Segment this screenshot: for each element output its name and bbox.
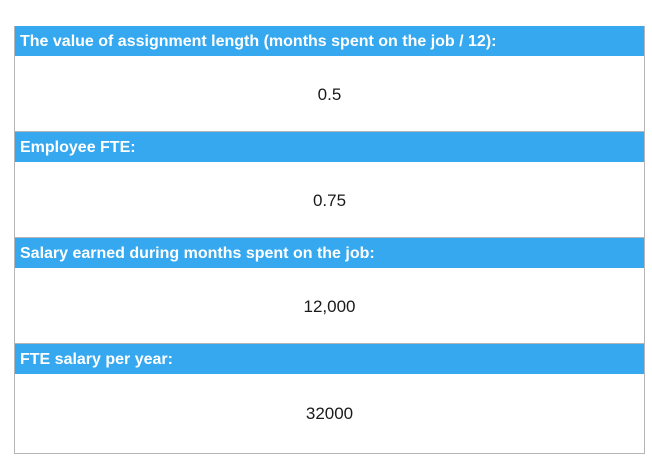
- calculation-table: The value of assignment length (months s…: [14, 26, 645, 454]
- assignment-length-label: The value of assignment length (months s…: [15, 26, 644, 57]
- employee-fte-value: 0.75: [15, 163, 644, 238]
- employee-fte-label: Employee FTE:: [15, 132, 644, 163]
- salary-earned-label: Salary earned during months spent on the…: [15, 238, 644, 269]
- assignment-length-value: 0.5: [15, 57, 644, 132]
- fte-salary-per-year-label: FTE salary per year:: [15, 344, 644, 375]
- fte-salary-per-year-value: 32000: [15, 375, 644, 453]
- salary-earned-value: 12,000: [15, 269, 644, 344]
